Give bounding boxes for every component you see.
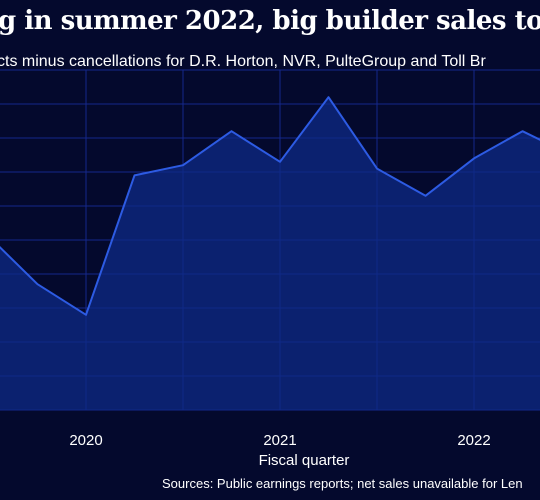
series-area xyxy=(0,97,540,410)
data-point-12 xyxy=(473,157,476,160)
series-line xyxy=(0,96,540,316)
source-note: Sources: Public earnings reports; net sa… xyxy=(162,476,523,491)
x-axis-label: Fiscal quarter xyxy=(258,452,350,469)
data-point-7 xyxy=(230,130,233,133)
chart-subtitle: cts minus cancellations for D.R. Horton,… xyxy=(0,53,486,70)
data-point-4 xyxy=(85,313,88,316)
data-point-3 xyxy=(36,283,39,286)
data-point-11 xyxy=(424,194,427,197)
x-tick-label: 2020 xyxy=(69,432,102,449)
data-point-6 xyxy=(182,164,185,167)
data-point-13 xyxy=(521,130,524,133)
x-tick-label: 2021 xyxy=(263,432,296,449)
x-tick-labels: 2020 2021 2022 xyxy=(69,432,490,449)
data-point-8 xyxy=(279,160,282,163)
chart-title: g in summer 2022, big builder sales too xyxy=(0,6,540,36)
data-point-10 xyxy=(376,167,379,170)
data-point-9 xyxy=(327,96,330,99)
data-point-5 xyxy=(133,174,136,177)
x-tick-label: 2022 xyxy=(457,432,490,449)
